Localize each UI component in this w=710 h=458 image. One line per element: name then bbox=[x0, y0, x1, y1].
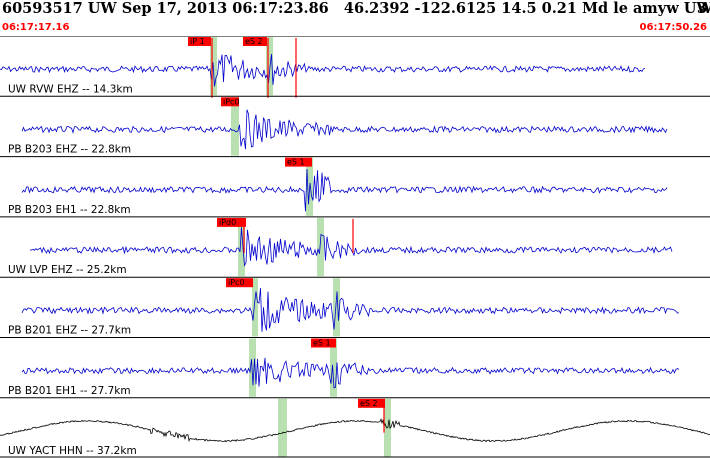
pick-band bbox=[249, 338, 256, 397]
trace-panel: eS 1 PB B201 EH1 -- 27.7km bbox=[0, 337, 710, 397]
pick-label: iPd0 bbox=[219, 218, 236, 227]
trace-panel: iPc0 PB B201 EHZ -- 27.7km bbox=[0, 276, 710, 337]
trace-panel: eS 1 PB B203 EH1 -- 22.8km bbox=[0, 156, 710, 216]
trace-label: PB B203 EH1 -- 22.8km bbox=[8, 204, 131, 216]
trace-label: PB B201 EH1 -- 27.7km bbox=[8, 385, 131, 397]
pick-band bbox=[231, 97, 239, 156]
pick-label-box bbox=[243, 37, 267, 46]
waveform-trace bbox=[21, 287, 680, 332]
waveform-trace bbox=[0, 53, 646, 87]
trace-label: PB B203 EHZ -- 22.8km bbox=[8, 144, 131, 156]
end-time-label: 06:17:50.26 bbox=[639, 22, 707, 33]
trace-label: PB B201 EHZ -- 27.7km bbox=[8, 325, 131, 337]
seismogram-panel: iP 1 eS 2 UW RVW EHZ -- 14.3km iPc0 PB B203 … bbox=[0, 36, 710, 458]
pick-band bbox=[278, 398, 287, 458]
waveform-trace bbox=[21, 168, 668, 212]
pick-label: iPc0 bbox=[228, 278, 245, 287]
waveform-trace bbox=[29, 227, 673, 267]
pick-label-box bbox=[311, 338, 336, 348]
pick-label-box bbox=[226, 278, 253, 288]
pick-label-box bbox=[285, 157, 312, 167]
start-time-label: 06:17:17.16 bbox=[2, 22, 70, 33]
pick-label: iPc0 bbox=[223, 97, 240, 106]
pick-label: eS 1 bbox=[287, 158, 305, 167]
pick-band bbox=[317, 217, 324, 277]
pick-label: eS 2 bbox=[360, 399, 378, 408]
waveform-trace bbox=[21, 109, 668, 150]
event-title: 60593517 UW Sep 17, 2013 06:17:23.86 46.… bbox=[2, 0, 710, 17]
pick-label-box bbox=[188, 37, 211, 46]
waveform-trace bbox=[21, 357, 680, 389]
pick-band bbox=[238, 217, 245, 277]
trace-panel: eS 2 UW YACT HHN -- 37.2km bbox=[0, 397, 710, 458]
event-header: 60593517 UW Sep 17, 2013 06:17:23.86 46.… bbox=[0, 0, 710, 36]
pick-band bbox=[266, 37, 273, 96]
pick-band bbox=[252, 278, 258, 337]
pick-label: eS 1 bbox=[313, 339, 331, 348]
pick-label-box bbox=[217, 217, 246, 227]
page-number: 3 bbox=[696, 0, 707, 17]
trace-panel: iPd0 UW LVP EHZ -- 25.2km bbox=[0, 216, 710, 277]
waveform-trace bbox=[0, 417, 710, 443]
trace-label: UW RVW EHZ -- 14.3km bbox=[8, 83, 133, 95]
pick-label: iP 1 bbox=[190, 37, 205, 46]
pick-band bbox=[333, 278, 340, 337]
pick-label: eS 2 bbox=[245, 37, 263, 46]
pick-label-box bbox=[358, 398, 385, 408]
trace-panel: iPc0 PB B203 EHZ -- 22.8km bbox=[0, 95, 710, 156]
trace-panel: iP 1 eS 2 UW RVW EHZ -- 14.3km bbox=[0, 36, 710, 98]
trace-label: UW YACT HHN -- 37.2km bbox=[8, 445, 137, 457]
pick-label-box bbox=[221, 97, 239, 107]
trace-label: UW LVP EHZ -- 25.2km bbox=[8, 264, 127, 276]
pick-band bbox=[330, 338, 337, 397]
